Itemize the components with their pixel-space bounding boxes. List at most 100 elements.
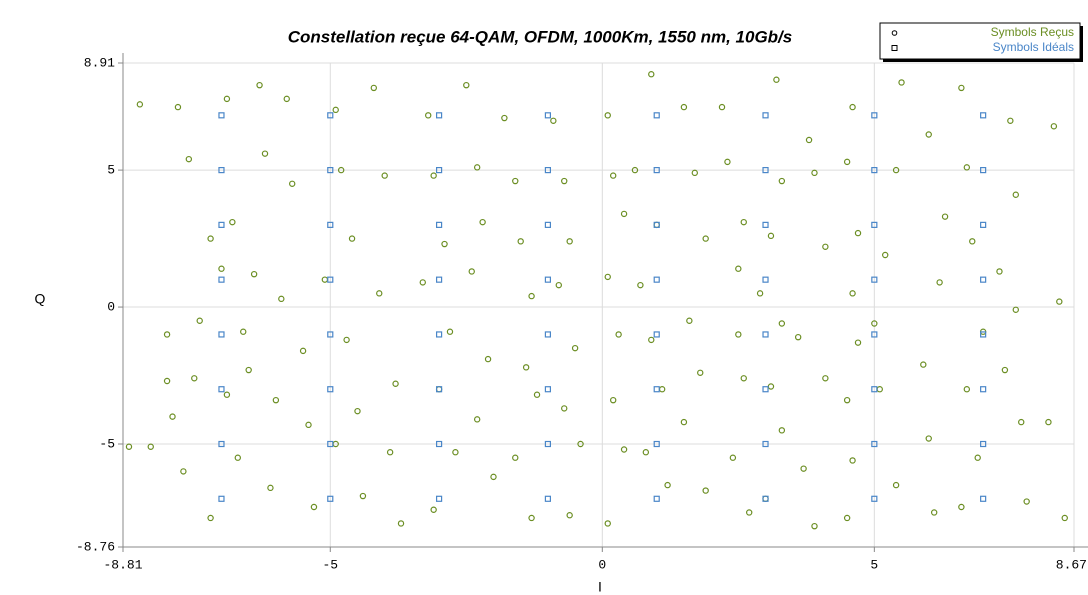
received-point	[969, 238, 976, 245]
received-point	[425, 112, 432, 119]
ideal-point	[653, 495, 660, 502]
received-point	[571, 344, 579, 352]
x-tick-label: 5	[870, 557, 878, 572]
ideal-point	[218, 112, 225, 119]
ideal-point	[544, 386, 552, 393]
received-point	[354, 407, 361, 415]
ideal-point	[327, 331, 334, 338]
ideal-point	[980, 112, 987, 119]
legend-box	[879, 22, 1081, 60]
ideal-point	[218, 386, 225, 393]
ideal-point	[871, 221, 878, 228]
ideal-point	[653, 166, 660, 174]
received-point	[174, 103, 182, 111]
received-point	[843, 514, 851, 522]
received-point	[653, 221, 660, 229]
received-point	[680, 418, 688, 426]
ideal-point	[218, 495, 225, 502]
received-point	[1045, 418, 1052, 426]
received-point	[702, 235, 709, 242]
received-point	[849, 457, 856, 464]
y-tick-label: -5	[99, 436, 115, 451]
ideal-point	[327, 221, 334, 228]
received-point	[697, 369, 704, 376]
received-point	[756, 290, 764, 297]
received-point	[517, 238, 524, 245]
ideal-point	[871, 440, 878, 448]
ideal-point	[544, 166, 552, 174]
ideal-point	[653, 112, 660, 119]
received-point	[702, 487, 709, 494]
received-point	[778, 320, 786, 327]
received-point	[958, 503, 965, 511]
received-point	[299, 347, 307, 355]
received-point	[256, 81, 263, 89]
ideal-point	[762, 221, 769, 228]
received-point	[240, 328, 247, 335]
ideal-point	[544, 440, 552, 448]
received-point	[773, 76, 780, 83]
received-point	[234, 454, 241, 461]
received-point	[724, 158, 731, 166]
y-tick-label: 5	[107, 163, 115, 178]
received-point	[435, 386, 443, 393]
received-point	[561, 405, 568, 412]
ideal-point	[871, 276, 878, 283]
x-tick-label: -8.81	[103, 557, 142, 572]
received-point	[1007, 117, 1014, 124]
received-point	[136, 101, 144, 108]
ideal-point	[435, 276, 443, 283]
received-point	[735, 265, 742, 272]
received-point	[555, 281, 562, 289]
received-point	[577, 440, 584, 448]
x-axis-label: I	[598, 579, 602, 595]
received-point	[882, 251, 889, 259]
ideal-point	[653, 221, 660, 228]
ideal-point	[653, 276, 660, 283]
received-point	[528, 514, 535, 522]
received-point	[310, 503, 318, 511]
received-point	[876, 386, 883, 393]
ideal-point	[871, 331, 878, 338]
received-point	[849, 290, 856, 297]
received-point	[930, 509, 938, 516]
ideal-point	[762, 440, 769, 448]
received-point	[800, 465, 807, 472]
received-point	[746, 509, 753, 516]
legend-label: Symbols Idéals	[993, 40, 1074, 54]
ideal-point	[435, 440, 443, 448]
received-point	[512, 454, 519, 461]
ideal-point	[435, 112, 443, 119]
received-point	[473, 416, 481, 423]
received-point	[163, 331, 171, 338]
received-point	[125, 443, 133, 450]
received-point	[348, 235, 356, 242]
ideal-point	[762, 112, 769, 119]
received-point	[337, 166, 345, 174]
legend-label: Symbols Reçus	[991, 25, 1074, 39]
ideal-point	[871, 495, 878, 502]
received-point	[637, 281, 644, 289]
y-tick-label: 0	[107, 299, 115, 314]
ideal-point	[980, 440, 987, 448]
received-point	[278, 295, 285, 303]
ideal-point	[327, 495, 334, 502]
received-point	[207, 514, 214, 522]
received-point	[441, 240, 448, 248]
received-point	[941, 213, 949, 220]
received-point	[490, 473, 497, 481]
received-point	[648, 71, 655, 78]
received-point	[686, 317, 693, 324]
received-point	[261, 150, 269, 157]
received-point	[397, 520, 405, 527]
received-point	[522, 364, 530, 371]
received-point	[191, 375, 198, 382]
ideal-point	[544, 112, 552, 119]
received-point	[473, 164, 481, 171]
received-point	[566, 238, 573, 245]
received-point	[658, 386, 666, 393]
received-point	[615, 331, 622, 338]
ideal-point	[327, 166, 334, 174]
ideal-point	[435, 386, 443, 393]
received-point	[963, 164, 971, 171]
